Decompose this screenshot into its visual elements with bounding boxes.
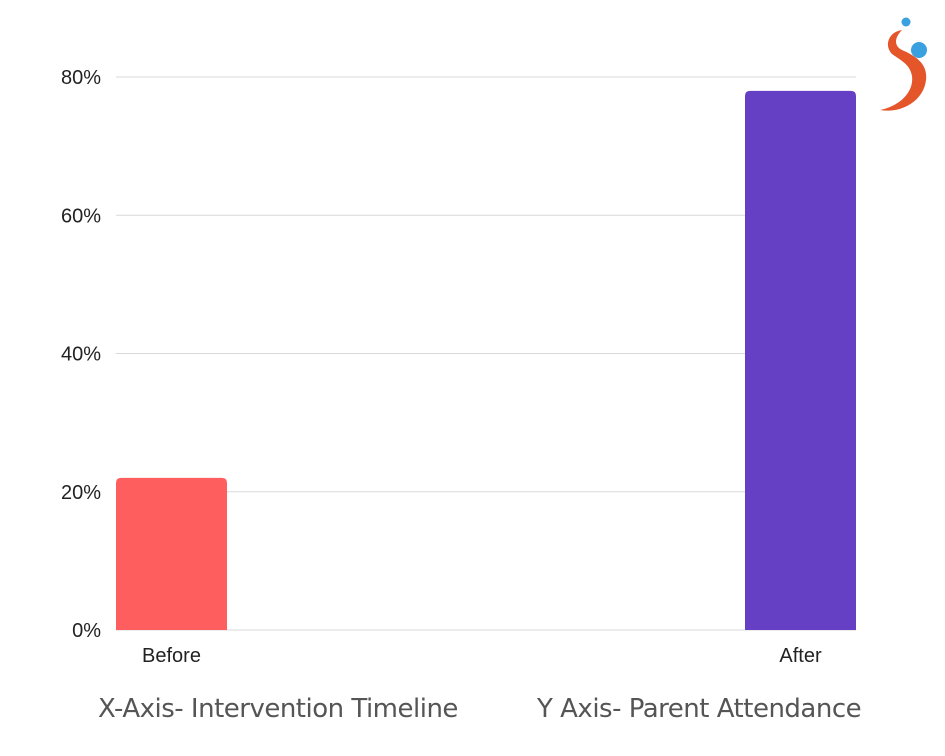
logo-dot-large bbox=[911, 42, 927, 58]
x-tick-label: Before bbox=[142, 645, 201, 667]
bars bbox=[116, 90, 856, 630]
y-tick-label: 60% bbox=[61, 205, 101, 227]
s-swirl-logo-icon bbox=[880, 17, 927, 111]
y-tick-label: 20% bbox=[61, 482, 101, 504]
y-tick-label: 80% bbox=[61, 67, 101, 89]
bar-after bbox=[745, 90, 856, 630]
y-tick-label: 0% bbox=[72, 620, 101, 642]
x-axis-caption: X-Axis- Intervention Timeline bbox=[98, 694, 458, 724]
bar-chart: 0% 20% 40% 60% 80% Before After bbox=[61, 67, 856, 667]
x-tick-label: After bbox=[779, 645, 822, 667]
y-axis-ticks: 0% 20% 40% 60% 80% bbox=[61, 67, 101, 642]
logo-swirl bbox=[880, 30, 927, 111]
x-axis-ticks: Before After bbox=[142, 645, 822, 667]
gridlines bbox=[116, 76, 856, 631]
y-axis-caption: Y Axis- Parent Attendance bbox=[537, 694, 862, 724]
bar-before bbox=[116, 477, 227, 630]
logo-dot-small bbox=[901, 17, 911, 27]
y-tick-label: 40% bbox=[61, 344, 101, 366]
